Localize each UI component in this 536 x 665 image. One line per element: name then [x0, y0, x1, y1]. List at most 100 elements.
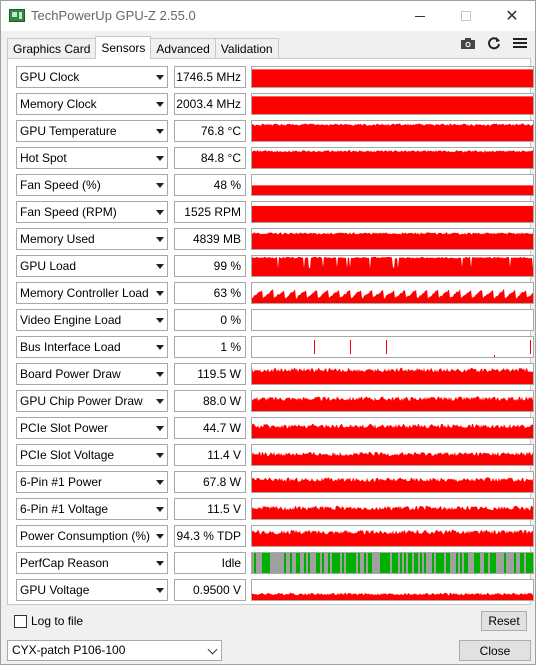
sensor-graph: [251, 525, 534, 547]
sensor-graph: [251, 552, 534, 574]
sensor-name-dropdown[interactable]: Memory Used: [16, 228, 168, 250]
sensor-graph: [251, 201, 534, 223]
sensor-value: Idle: [174, 552, 246, 574]
sensor-graph: [251, 363, 534, 385]
chevron-down-icon: [156, 399, 164, 404]
window-title: TechPowerUp GPU-Z 2.55.0: [31, 8, 196, 23]
sensor-name-dropdown[interactable]: 6-Pin #1 Voltage: [16, 498, 168, 520]
sensor-name-dropdown[interactable]: GPU Temperature: [16, 120, 168, 142]
sensor-name-label: PerfCap Reason: [20, 556, 109, 570]
sensor-name-dropdown[interactable]: GPU Clock: [16, 66, 168, 88]
log-to-file-option[interactable]: Log to file: [14, 613, 83, 629]
gpu-select-dropdown[interactable]: CYX-patch P106-100: [7, 640, 222, 661]
camera-icon[interactable]: [458, 34, 478, 52]
maximize-icon: [461, 11, 471, 21]
menu-icon[interactable]: [510, 34, 530, 52]
refresh-icon[interactable]: [484, 34, 504, 52]
sensor-row-gpu-load: GPU Load 99 %: [16, 255, 534, 277]
gpu-card-icon: [9, 9, 25, 22]
sensor-row-hot-spot: Hot Spot 84.8 °C: [16, 147, 534, 169]
gpu-select-value: CYX-patch P106-100: [12, 643, 126, 657]
chevron-down-icon: [156, 237, 164, 242]
maximize-button[interactable]: [443, 1, 489, 31]
sensor-row-pcie-slot-power: PCIe Slot Power 44.7 W: [16, 417, 534, 439]
tab-validation[interactable]: Validation: [214, 38, 279, 59]
sensor-graph-plot: [252, 451, 533, 465]
sensor-graph-plot: [252, 553, 533, 573]
tab-advanced[interactable]: Advanced: [150, 38, 216, 59]
chevron-down-icon: [156, 210, 164, 215]
sensor-name-dropdown[interactable]: GPU Voltage: [16, 579, 168, 601]
sensor-name-dropdown[interactable]: PerfCap Reason: [16, 552, 168, 574]
sensor-graph-plot: [252, 423, 533, 438]
sensor-graph-plot: [252, 123, 533, 141]
sensor-name-dropdown[interactable]: Fan Speed (%): [16, 174, 168, 196]
sensor-name-dropdown[interactable]: GPU Chip Power Draw: [16, 390, 168, 412]
sensor-graph: [251, 93, 534, 115]
chevron-down-icon: [156, 291, 164, 296]
sensor-name-dropdown[interactable]: Bus Interface Load: [16, 336, 168, 358]
sensor-name-label: Memory Used: [20, 232, 95, 246]
tab-sensors[interactable]: Sensors: [95, 36, 152, 59]
sensor-row-6-pin-1-voltage: 6-Pin #1 Voltage 11.5 V: [16, 498, 534, 520]
sensor-name-dropdown[interactable]: Hot Spot: [16, 147, 168, 169]
sensor-name-label: GPU Clock: [20, 70, 80, 84]
sensor-row-memory-controller-load: Memory Controller Load 63 %: [16, 282, 534, 304]
sensor-graph-plot: [252, 367, 533, 384]
chevron-down-icon: [156, 183, 164, 188]
tab-graphics-card[interactable]: Graphics Card: [7, 38, 97, 59]
log-to-file-checkbox[interactable]: [14, 614, 27, 628]
sensor-graph-plot: [252, 505, 533, 519]
chevron-down-icon: [156, 345, 164, 350]
sensor-name-dropdown[interactable]: GPU Load: [16, 255, 168, 277]
log-to-file-label: Log to file: [31, 614, 84, 628]
sensor-graph: [251, 228, 534, 250]
sensor-row-fan-speed: Fan Speed (%) 48 %: [16, 174, 534, 196]
sensor-row-memory-used: Memory Used 4839 MB: [16, 228, 534, 250]
sensor-name-dropdown[interactable]: 6-Pin #1 Power: [16, 471, 168, 493]
sensor-name-label: GPU Load: [20, 259, 77, 273]
sensor-name-label: PCIe Slot Voltage: [20, 448, 115, 462]
tab-bar: Graphics Card Sensors Advanced Validatio…: [7, 36, 279, 59]
sensor-value: 11.5 V: [174, 498, 246, 520]
sensor-name-dropdown[interactable]: PCIe Slot Voltage: [16, 444, 168, 466]
sensor-row-gpu-temperature: GPU Temperature 76.8 °C: [16, 120, 534, 142]
sensor-value: 76.8 °C: [174, 120, 246, 142]
chevron-down-icon: [156, 588, 164, 593]
sensor-graph-plot: [252, 310, 533, 330]
sensor-graph-plot: [252, 185, 533, 195]
sensor-name-dropdown[interactable]: Memory Controller Load: [16, 282, 168, 304]
sensor-name-dropdown[interactable]: PCIe Slot Power: [16, 417, 168, 439]
sensor-value: 48 %: [174, 174, 246, 196]
sensor-value: 1746.5 MHz: [174, 66, 246, 88]
reset-button[interactable]: Reset: [481, 611, 527, 631]
chevron-down-icon: [156, 426, 164, 431]
sensor-row-board-power-draw: Board Power Draw 119.5 W: [16, 363, 534, 385]
sensor-row-gpu-voltage: GPU Voltage 0.9500 V: [16, 579, 534, 601]
chevron-down-icon: [156, 453, 164, 458]
sensor-name-dropdown[interactable]: Power Consumption (%): [16, 525, 168, 547]
sensor-row-memory-clock: Memory Clock 2003.4 MHz: [16, 93, 534, 115]
close-window-button[interactable]: ✕: [489, 1, 535, 31]
sensor-value: 94.3 % TDP: [174, 525, 246, 547]
sensor-graph-plot: [252, 96, 533, 114]
sensor-name-dropdown[interactable]: Board Power Draw: [16, 363, 168, 385]
chevron-down-icon: [207, 644, 218, 655]
sensor-value: 67.8 W: [174, 471, 246, 493]
sensor-name-dropdown[interactable]: Memory Clock: [16, 93, 168, 115]
sensor-graph: [251, 66, 534, 88]
chevron-down-icon: [156, 534, 164, 539]
sensor-name-label: Board Power Draw: [20, 367, 121, 381]
sensor-value: 44.7 W: [174, 417, 246, 439]
chevron-down-icon: [156, 102, 164, 107]
sensor-row-power-consumption: Power Consumption (%) 94.3 % TDP: [16, 525, 534, 547]
chevron-down-icon: [156, 507, 164, 512]
sensor-name-dropdown[interactable]: Video Engine Load: [16, 309, 168, 331]
close-button[interactable]: Close: [459, 640, 531, 661]
sensor-value: 1525 RPM: [174, 201, 246, 223]
minimize-button[interactable]: [397, 1, 443, 31]
sensor-row-pcie-slot-voltage: PCIe Slot Voltage 11.4 V: [16, 444, 534, 466]
sensor-name-dropdown[interactable]: Fan Speed (RPM): [16, 201, 168, 223]
sensor-graph: [251, 255, 534, 277]
